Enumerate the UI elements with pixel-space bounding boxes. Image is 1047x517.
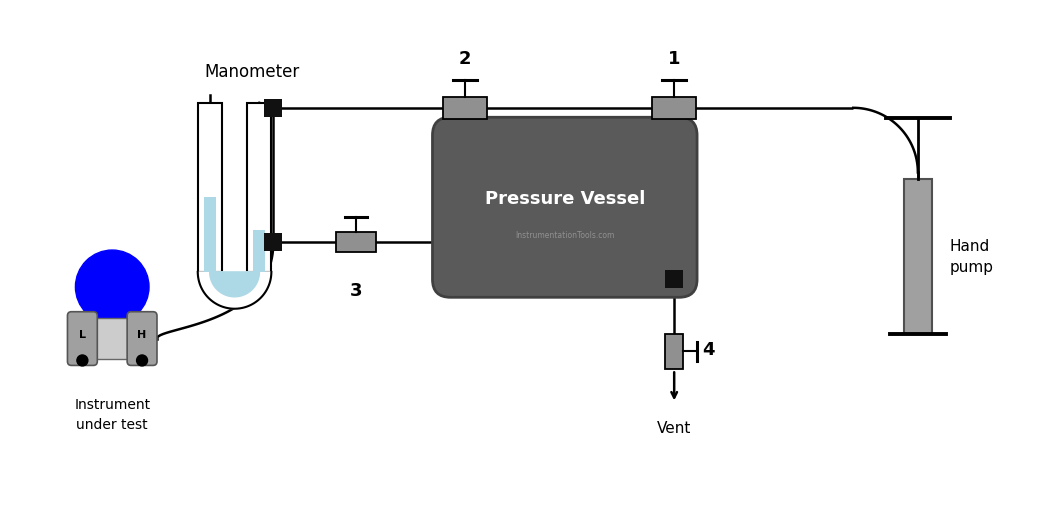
Polygon shape [209,272,260,297]
Text: 2: 2 [459,50,471,68]
Text: Manometer: Manometer [205,63,300,81]
Circle shape [136,355,148,366]
FancyBboxPatch shape [67,312,97,366]
Text: Instrument
under test: Instrument under test [74,398,151,432]
Circle shape [75,250,149,324]
FancyBboxPatch shape [336,232,376,252]
FancyBboxPatch shape [665,270,683,288]
FancyBboxPatch shape [652,97,696,119]
FancyBboxPatch shape [904,179,932,333]
FancyBboxPatch shape [456,99,474,117]
Text: Vent: Vent [481,235,515,250]
Text: Pressure Vessel: Pressure Vessel [485,190,645,208]
FancyBboxPatch shape [265,99,283,117]
Text: Hand
pump: Hand pump [950,238,994,275]
FancyBboxPatch shape [93,317,131,359]
FancyBboxPatch shape [665,99,683,117]
FancyBboxPatch shape [247,103,271,272]
Circle shape [76,355,88,366]
FancyBboxPatch shape [444,97,487,119]
Text: InstrumentationTools.com: InstrumentationTools.com [515,231,615,239]
FancyBboxPatch shape [127,312,157,366]
Polygon shape [198,272,271,309]
Text: 4: 4 [703,341,714,358]
Text: H: H [137,330,147,340]
Text: 3: 3 [350,282,362,300]
Text: Vent: Vent [658,421,691,436]
FancyBboxPatch shape [253,230,265,272]
FancyBboxPatch shape [204,197,216,272]
FancyBboxPatch shape [665,333,683,370]
FancyBboxPatch shape [432,117,697,297]
Text: 1: 1 [668,50,681,68]
FancyBboxPatch shape [198,103,222,272]
FancyBboxPatch shape [265,233,283,251]
Text: L: L [79,330,86,340]
